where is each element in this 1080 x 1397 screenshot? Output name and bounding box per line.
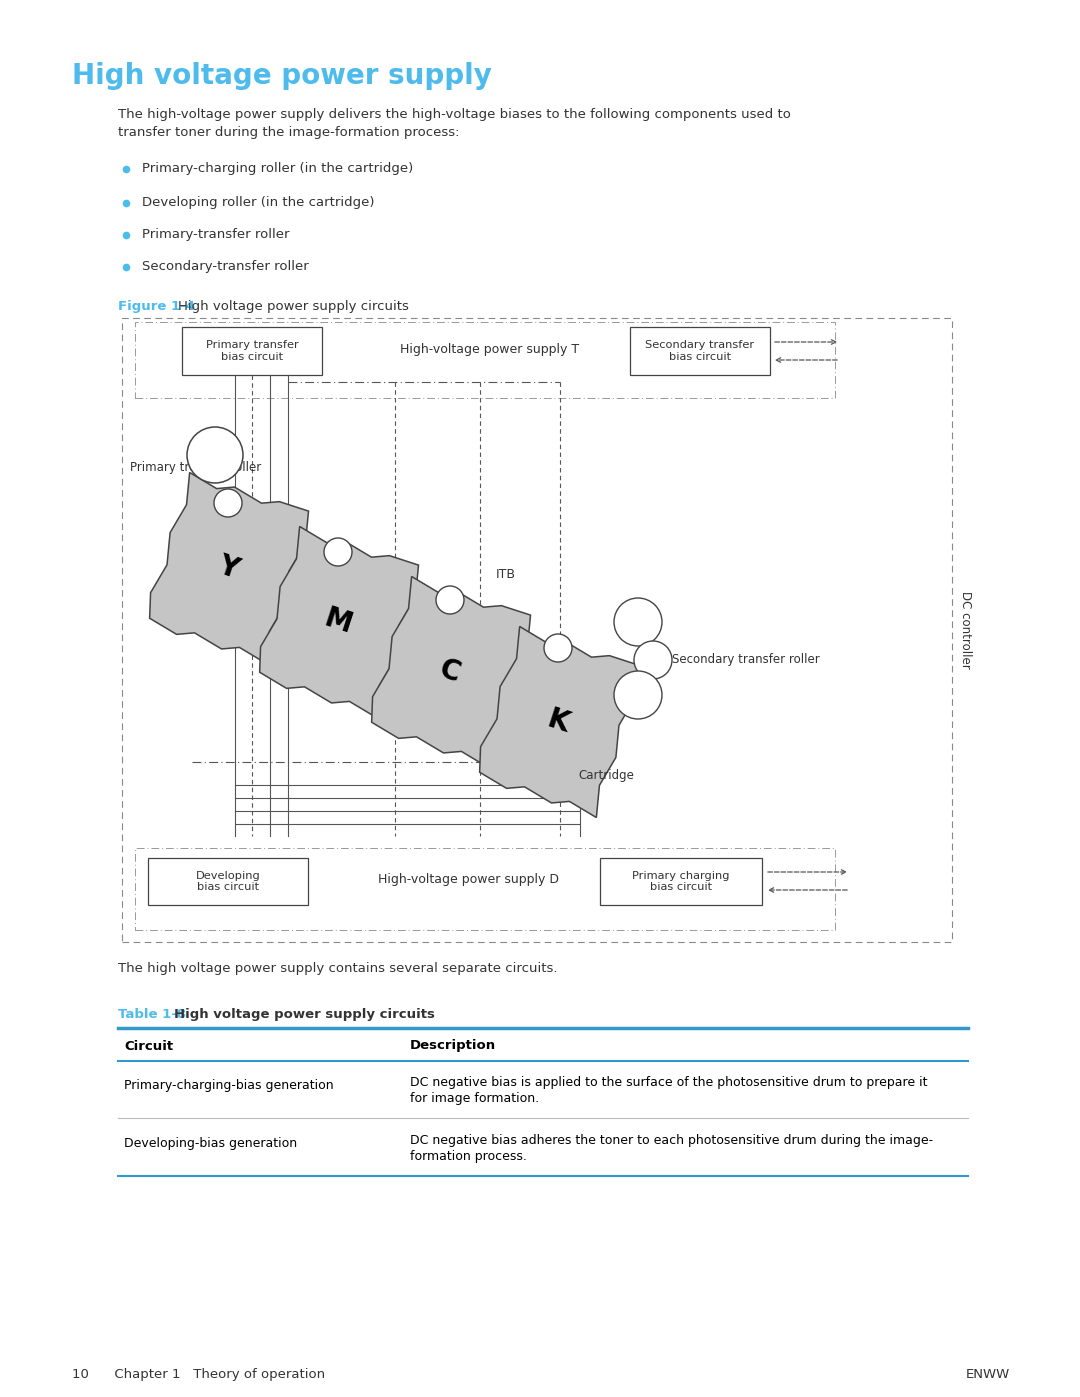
Circle shape [187,427,243,483]
Text: Secondary transfer
bias circuit: Secondary transfer bias circuit [646,341,755,362]
Text: M: M [321,605,355,640]
Text: High voltage power supply circuits: High voltage power supply circuits [174,1009,435,1021]
Bar [600,858,762,905]
Text: The high-voltage power supply delivers the high-voltage biases to the following : The high-voltage power supply delivers t… [118,108,791,122]
Text: Table 1-8: Table 1-8 [118,1009,186,1021]
Polygon shape [480,626,638,817]
Text: Primary charging
bias circuit: Primary charging bias circuit [632,870,730,893]
Text: Primary-charging roller (in the cartridge): Primary-charging roller (in the cartridg… [141,162,414,175]
Bar [135,848,835,930]
Text: Primary-transfer roller: Primary-transfer roller [141,228,289,242]
Polygon shape [259,527,419,718]
Text: C: C [436,655,464,689]
Text: 10      Chapter 1   Theory of operation: 10 Chapter 1 Theory of operation [72,1368,325,1382]
Bar [135,321,835,398]
Text: for image formation.: for image formation. [410,1092,539,1105]
Text: The high voltage power supply contains several separate circuits.: The high voltage power supply contains s… [118,963,557,975]
Text: High voltage power supply: High voltage power supply [72,61,491,89]
Circle shape [214,489,242,517]
Bar [148,858,308,905]
Text: Secondary transfer roller: Secondary transfer roller [672,654,820,666]
Text: Circuit: Circuit [124,1039,173,1052]
Text: Primary transfer
bias circuit: Primary transfer bias circuit [205,341,298,362]
Circle shape [436,585,464,615]
Text: formation process.: formation process. [410,1150,527,1162]
Text: Cartridge: Cartridge [578,768,634,781]
Text: ITB: ITB [496,569,516,581]
Text: High-voltage power supply T: High-voltage power supply T [401,344,580,356]
Text: transfer toner during the image-formation process:: transfer toner during the image-formatio… [118,126,459,138]
Bar [183,327,322,374]
Text: High voltage power supply circuits: High voltage power supply circuits [178,300,409,313]
Polygon shape [372,577,530,767]
Text: Developing
bias circuit: Developing bias circuit [195,870,260,893]
Text: ENWW: ENWW [966,1368,1010,1382]
Text: Secondary-transfer roller: Secondary-transfer roller [141,260,309,272]
Text: Figure 1-4: Figure 1-4 [118,300,195,313]
Polygon shape [150,472,309,664]
Text: K: K [543,705,572,739]
Bar [630,327,770,374]
Circle shape [634,641,672,679]
Text: Developing-bias generation: Developing-bias generation [124,1137,297,1151]
Text: DC negative bias is applied to the surface of the photosensitive drum to prepare: DC negative bias is applied to the surfa… [410,1076,928,1090]
Text: Y: Y [214,552,242,584]
Text: Description: Description [410,1039,496,1052]
Text: Primary transfer roller: Primary transfer roller [130,461,261,475]
Circle shape [544,634,572,662]
Text: Primary-charging-bias generation: Primary-charging-bias generation [124,1080,334,1092]
Text: High-voltage power supply D: High-voltage power supply D [378,873,558,887]
Text: Developing roller (in the cartridge): Developing roller (in the cartridge) [141,196,375,210]
Bar [122,319,951,942]
Text: DC controller: DC controller [959,591,972,669]
Circle shape [615,671,662,719]
Circle shape [615,598,662,645]
Text: DC negative bias adheres the toner to each photosensitive drum during the image-: DC negative bias adheres the toner to ea… [410,1134,933,1147]
Circle shape [324,538,352,566]
